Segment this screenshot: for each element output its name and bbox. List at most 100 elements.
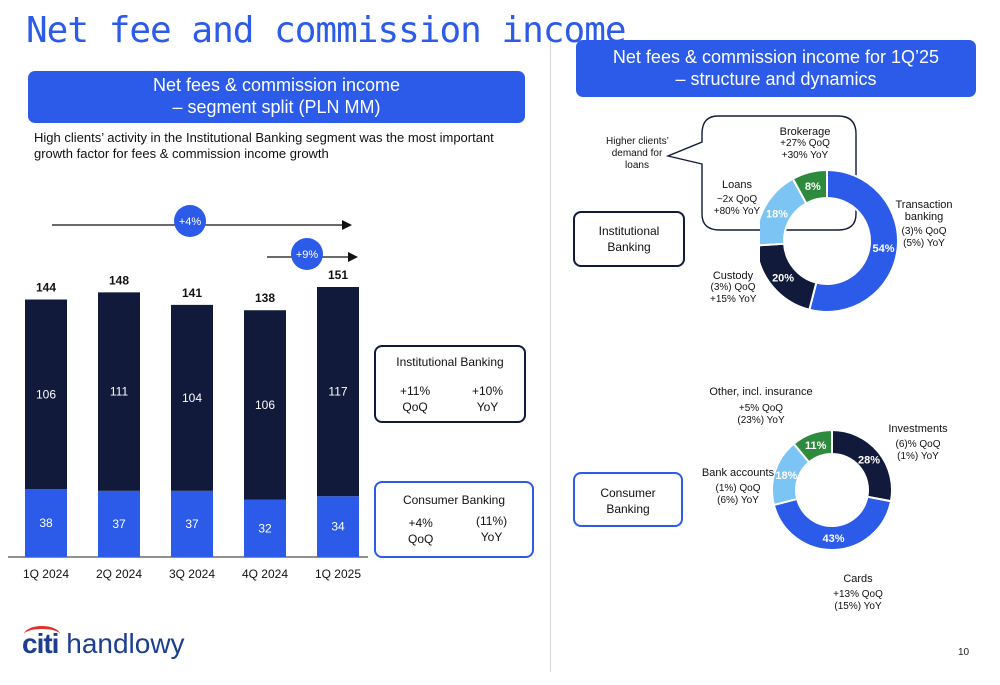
institutional-qoq-value: +11% [400, 384, 431, 398]
transaction-name-line1: Transaction [895, 199, 953, 211]
loans-name: Loans [722, 179, 752, 191]
donut-slice [760, 242, 818, 311]
donut-slice-label: 54% [873, 243, 895, 255]
bar-institutional [317, 287, 359, 497]
bank-accounts-qoq: (1%) QoQ [715, 483, 761, 494]
bar-consumer [171, 490, 213, 557]
investments-name: Investments [888, 423, 948, 435]
description-text: High clients’ activity in the Institutio… [34, 130, 494, 161]
x-tick-label: 2Q 2024 [96, 567, 142, 581]
bar-consumer-label: 37 [185, 517, 199, 531]
consumer-stats-title: Consumer Banking [402, 493, 506, 507]
donut-slice [791, 168, 828, 205]
donut-slice-label: 11% [805, 440, 827, 452]
donut-slice-label: 20% [772, 272, 794, 284]
bar-total-label: 138 [255, 291, 275, 305]
loans-annotation: Loans ~2x QoQ +80% YoY [712, 179, 762, 218]
institutional-donut-chart: 54% 20% 18% 8% [760, 168, 899, 313]
transaction-name-line2: banking [904, 211, 944, 223]
bar-total-label: 151 [328, 268, 348, 282]
custody-name: Custody [712, 270, 754, 282]
donut-slice-label: 43% [822, 533, 844, 545]
cards-qoq: +13% QoQ [833, 589, 883, 600]
bar-institutional [244, 310, 286, 500]
consumer-label-line1: Consumer [600, 486, 656, 500]
bar-institutional-label: 106 [36, 387, 56, 401]
consumer-yoy-value: (11%) [476, 514, 508, 528]
page-title: Net fee and commission income [26, 10, 627, 51]
institutional-label-line1: Institutional [598, 224, 660, 238]
bank-accounts-annotation: Bank accounts (1%) QoQ (6%) YoY [700, 467, 776, 507]
loans-qoq: ~2x QoQ [716, 194, 758, 205]
donut-slice [772, 495, 893, 551]
institutional-qoq: +11% QoQ [400, 383, 430, 415]
institutional-stats-title: Institutional Banking [396, 355, 504, 369]
cards-name: Cards [843, 573, 873, 585]
brokerage-qoq: +27% QoQ [780, 138, 830, 149]
other-yoy: (23%) YoY [737, 415, 785, 426]
bar-consumer-label: 34 [331, 520, 345, 534]
year-growth-badge [174, 205, 206, 237]
other-qoq: +5% QoQ [738, 403, 784, 414]
consumer-donut-chart: 28% 43% 18% 11% [771, 428, 893, 551]
institutional-yoy-label: YoY [476, 400, 499, 414]
brokerage-annotation: Brokerage +27% QoQ +30% YoY [778, 126, 832, 162]
bar-total-label: 144 [36, 281, 56, 295]
bar-institutional [171, 304, 213, 491]
bar-consumer-label: 37 [112, 517, 126, 531]
brokerage-yoy: +30% YoY [781, 150, 829, 161]
loans-callout-bubble [665, 115, 857, 231]
donut-slice [808, 168, 899, 313]
right-header-line2: – structure and dynamics [675, 69, 877, 89]
consumer-yoy: (11%) YoY [476, 513, 507, 545]
transaction-yoy: (5%) YoY [903, 238, 945, 249]
citi-handlowy-logo: citi handlowy [22, 626, 185, 660]
left-section-header: Net fees & commission income – segment s… [28, 71, 525, 123]
other-insurance-annotation: Other, incl. insurance +5% QoQ (23%) YoY [709, 386, 813, 427]
year-growth-badge-label: +4% [179, 216, 202, 228]
investments-yoy: (1%) YoY [897, 451, 939, 462]
vertical-divider [550, 42, 551, 672]
institutional-yoy: +10% YoY [472, 383, 503, 415]
donut-slice-label: 8% [805, 181, 821, 193]
bar-institutional-label: 104 [182, 391, 202, 405]
donut-slice-label: 28% [858, 454, 880, 466]
bar-consumer [98, 490, 140, 557]
callout-line1: Higher clients’ [606, 136, 669, 147]
institutional-stats-box: Institutional Banking +11% QoQ +10% YoY [374, 345, 526, 423]
x-tick-label: 3Q 2024 [169, 567, 215, 581]
institutional-donut-layer: 54% 20% 18% 8% [760, 168, 899, 313]
bar-consumer [25, 489, 67, 557]
callout-line3: loans [625, 160, 649, 171]
consumer-stats-box: Consumer Banking +4% QoQ (11%) YoY [374, 481, 534, 558]
other-name: Other, incl. insurance [709, 386, 813, 398]
consumer-segment-label: Consumer Banking [573, 472, 683, 527]
brokerage-name: Brokerage [779, 126, 831, 138]
logo-arc [24, 626, 60, 643]
transaction-qoq: (3)% QoQ [901, 226, 947, 237]
investments-qoq: (6)% QoQ [895, 439, 941, 450]
quarter-growth-badge-label: +9% [296, 249, 319, 261]
bar-consumer-label: 38 [39, 516, 53, 530]
callout-text: Higher clients’ demand for loans [606, 136, 669, 172]
x-tick-label: 4Q 2024 [242, 567, 288, 581]
bar-institutional-label: 117 [328, 385, 347, 399]
left-header-line2: – segment split (PLN MM) [172, 97, 381, 117]
consumer-donut-layer: 28% 43% 18% 11% [771, 428, 893, 551]
bar-consumer-label: 32 [258, 521, 272, 535]
institutional-segment-label: Institutional Banking [573, 211, 685, 267]
logo-name: handlowy [66, 628, 185, 659]
bank-accounts-yoy: (6%) YoY [717, 495, 759, 506]
bar-consumer [244, 499, 286, 557]
right-section-header: Net fees & commission income for 1Q’25 –… [576, 40, 976, 97]
consumer-label-line2: Banking [606, 502, 650, 516]
consumer-qoq-label: QoQ [408, 532, 434, 546]
donut-slice-label: 18% [775, 470, 797, 482]
institutional-label-line2: Banking [607, 240, 651, 254]
bar-layer: 38 106 144 1Q 2024 37 111 148 2Q 2024 37 104 141 3Q… [8, 268, 368, 581]
right-header-line1: Net fees & commission income for 1Q’25 [612, 47, 940, 67]
bar-institutional [25, 299, 67, 490]
x-tick-label: 1Q 2025 [315, 567, 361, 581]
investments-annotation: Investments (6)% QoQ (1%) YoY [886, 423, 950, 463]
bar-institutional-label: 111 [110, 385, 129, 399]
